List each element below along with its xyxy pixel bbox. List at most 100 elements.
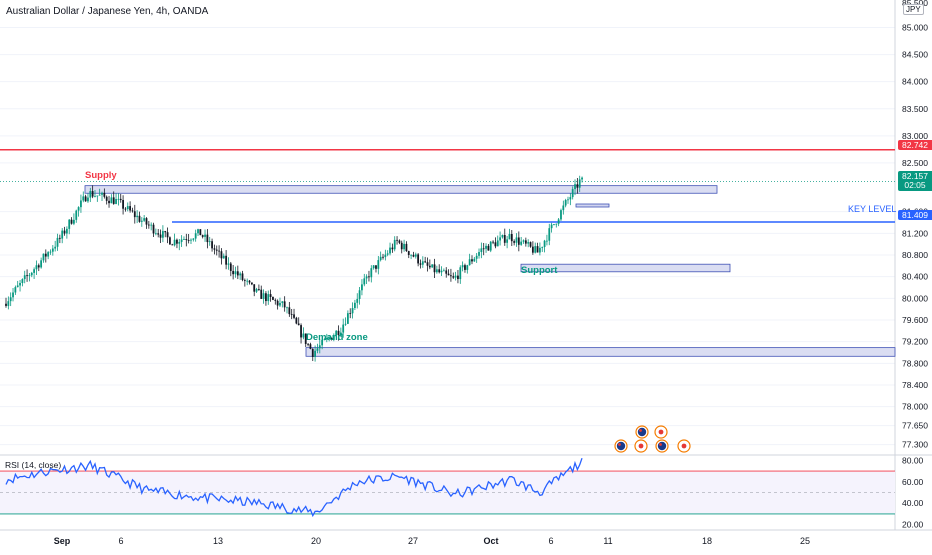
candle-body <box>440 270 443 273</box>
candle-body <box>513 241 516 243</box>
candle-body <box>424 261 427 263</box>
candle-body <box>482 248 485 250</box>
candle-body <box>468 259 471 266</box>
candle-body <box>276 300 279 306</box>
candle-body <box>358 290 361 299</box>
candle-body <box>375 265 377 269</box>
candle-body <box>47 252 50 257</box>
candle-body <box>16 285 19 288</box>
candle-body <box>564 200 567 206</box>
candle-body <box>349 313 352 314</box>
time-axis-label: 6 <box>548 536 553 546</box>
candle-body <box>508 234 511 240</box>
candle-body <box>396 239 398 241</box>
candle-body <box>302 333 305 338</box>
candle-body <box>112 197 115 204</box>
time-axis-label: 20 <box>311 536 321 546</box>
candle-body <box>522 240 525 242</box>
candle-body <box>459 267 462 280</box>
candle-body <box>499 237 501 241</box>
candle-body <box>311 348 314 357</box>
candle-body <box>520 241 523 245</box>
candle-body <box>157 233 160 235</box>
candle-body <box>309 344 312 349</box>
candle-body <box>96 195 99 197</box>
candle-body <box>300 325 302 338</box>
candle-body <box>335 330 338 336</box>
price-axis-label: 79.200 <box>902 337 928 347</box>
candle-body <box>489 241 492 251</box>
currency-badge[interactable]: JPY <box>903 4 924 15</box>
candle-body <box>75 210 78 220</box>
candle-body <box>295 317 298 324</box>
price-axis-label: 84.000 <box>902 77 928 87</box>
candle-body <box>126 206 129 210</box>
price-axis-label: 80.800 <box>902 250 928 260</box>
candle-body <box>384 254 387 258</box>
time-axis-label: 27 <box>408 536 418 546</box>
candle-body <box>101 192 103 195</box>
candle-body <box>546 240 548 242</box>
candle-body <box>574 184 576 190</box>
candle-body <box>204 234 206 237</box>
price-axis-label: 77.650 <box>902 421 928 431</box>
candle-body <box>480 248 483 253</box>
candle-body <box>288 307 291 315</box>
rsi-axis-label: 60.00 <box>902 477 924 487</box>
candle-body <box>386 253 389 255</box>
event-icons-layer <box>614 425 691 453</box>
candle-body <box>248 280 251 283</box>
rsi-layer <box>0 457 895 518</box>
candle-body <box>307 343 309 345</box>
candle-body <box>124 208 127 210</box>
lines-layer <box>0 149 895 223</box>
candle-body <box>297 323 300 326</box>
candle-body <box>457 275 459 280</box>
candle-body <box>279 302 281 306</box>
candle-body <box>185 239 188 241</box>
candle-body <box>108 200 110 204</box>
candle-body <box>494 242 497 247</box>
demand-zone-label: Demand zone <box>306 332 368 343</box>
candle-body <box>487 245 490 251</box>
candle-body <box>445 270 448 274</box>
candle-body <box>262 293 265 299</box>
candle-body <box>42 253 45 261</box>
candle-body <box>531 246 534 253</box>
candle-body <box>138 215 141 222</box>
candle-body <box>105 196 108 201</box>
candle-body <box>154 233 157 235</box>
price-axis-label: 80.400 <box>902 272 928 282</box>
candle-body <box>23 275 26 280</box>
candle-body <box>316 348 319 351</box>
candle-body <box>213 248 216 250</box>
candle-body <box>51 248 54 252</box>
candle-body <box>321 339 324 346</box>
candle-body <box>73 219 75 224</box>
candle-body <box>377 260 380 269</box>
candle-body <box>539 247 541 253</box>
zones-layer <box>84 185 896 357</box>
candles-layer <box>5 175 583 362</box>
candle-body <box>98 194 101 196</box>
candle-body <box>194 233 197 239</box>
time-axis-label: 25 <box>800 536 810 546</box>
candle-body <box>166 232 169 238</box>
candle-body <box>136 215 139 218</box>
rsi-axis-label: 20.00 <box>902 520 924 530</box>
candle-body <box>187 240 190 241</box>
australia-flag-icon <box>616 441 626 451</box>
candle-body <box>419 263 422 265</box>
candle-body <box>103 192 106 197</box>
candle-body <box>466 265 469 270</box>
candle-body <box>412 254 415 257</box>
candle-body <box>56 237 59 247</box>
time-axis-label: Oct <box>483 536 498 546</box>
chart-title: Australian Dollar / Japanese Yen, 4h, OA… <box>6 6 209 17</box>
candle-body <box>553 224 555 225</box>
candle-body <box>164 231 167 233</box>
candle-body <box>536 246 539 253</box>
candle-body <box>215 249 218 251</box>
price-axis-label: 82.500 <box>902 158 928 168</box>
